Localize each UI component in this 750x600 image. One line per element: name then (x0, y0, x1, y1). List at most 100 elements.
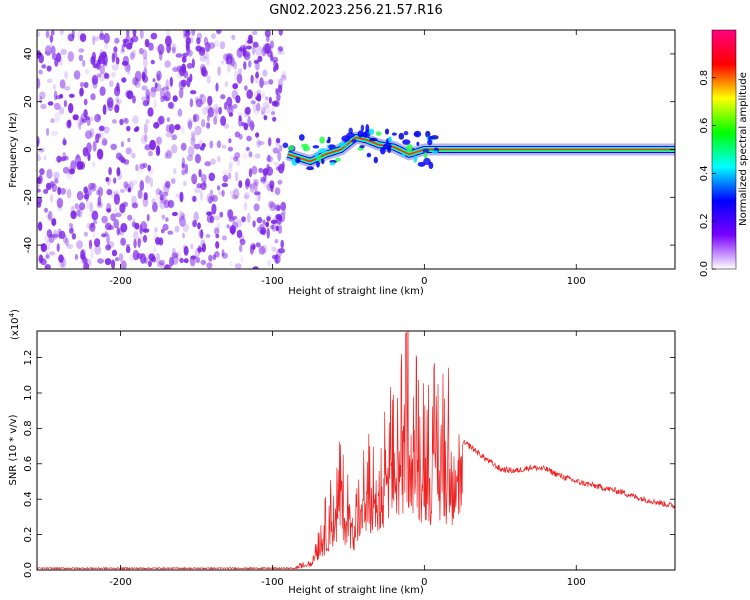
ridge-blob (423, 152, 428, 159)
ridge-blob (422, 148, 430, 154)
noise-blob (79, 33, 87, 42)
noise-blob (252, 45, 256, 56)
noise-blob (278, 248, 285, 254)
noise-blob (207, 107, 214, 118)
noise-blob (103, 43, 109, 50)
spectrogram-x-axis: -200 -100 0 100 (109, 30, 586, 287)
noise-blob (194, 186, 201, 194)
noise-blob (81, 118, 88, 123)
noise-blob (125, 246, 131, 254)
noise-blob (216, 30, 221, 34)
noise-blob (235, 95, 241, 104)
noise-blob (111, 259, 116, 269)
noise-blob (86, 118, 91, 126)
noise-blob (278, 46, 284, 52)
noise-blob (215, 241, 220, 249)
noise-blob (44, 235, 50, 243)
noise-blob (254, 153, 261, 159)
noise-blob (190, 131, 196, 137)
noise-blob (49, 34, 54, 43)
noise-blob (228, 138, 232, 144)
noise-blob (223, 123, 230, 129)
noise-blob (76, 118, 82, 128)
noise-blob (144, 133, 148, 142)
noise-blob (182, 232, 185, 239)
noise-blob (96, 59, 101, 70)
noise-blob (191, 30, 196, 36)
y-tick-label: 0.8 (23, 420, 34, 436)
noise-blob (40, 243, 47, 253)
noise-blob (169, 76, 173, 87)
noise-blob (146, 91, 152, 97)
noise-blob (216, 185, 221, 191)
noise-blob (127, 137, 131, 143)
noise-blob (182, 52, 188, 58)
noise-blob (257, 55, 263, 63)
noise-blob (238, 133, 243, 140)
noise-blob (271, 254, 278, 260)
noise-blob (99, 33, 105, 41)
noise-blob (247, 212, 251, 223)
noise-blob (158, 197, 163, 205)
ridge-blob (365, 124, 370, 133)
noise-blob (182, 180, 187, 187)
noise-blob (45, 30, 50, 39)
ridge-blob (288, 145, 295, 151)
noise-blob (172, 95, 178, 102)
noise-blob (198, 47, 206, 56)
noise-blob (260, 111, 265, 116)
noise-blob (44, 51, 51, 55)
noise-blob (249, 183, 255, 193)
noise-blob (115, 152, 123, 160)
noise-blob (178, 87, 184, 99)
noise-blob (186, 118, 193, 127)
noise-blob (38, 147, 45, 153)
noise-blob (221, 144, 227, 149)
noise-blob (246, 45, 252, 50)
noise-blob (185, 36, 191, 45)
x-tick-label: 0 (421, 577, 427, 588)
noise-blob (132, 250, 140, 261)
noise-blob (214, 227, 220, 236)
noise-blob (120, 49, 126, 54)
noise-blob (215, 30, 222, 35)
noise-blob (239, 238, 246, 246)
noise-blob (94, 36, 100, 42)
noise-blob (177, 108, 183, 117)
noise-blob (225, 52, 233, 60)
noise-blob (239, 244, 243, 253)
noise-blob (262, 69, 268, 77)
ridge-blob (319, 136, 325, 144)
noise-blob (199, 190, 203, 201)
noise-blob (89, 222, 96, 232)
noise-blob (104, 258, 112, 266)
noise-blob (127, 214, 133, 221)
noise-blob (171, 252, 179, 259)
noise-blob (44, 261, 49, 269)
noise-blob (114, 257, 120, 262)
noise-blob (49, 251, 56, 256)
noise-blob (183, 258, 189, 264)
noise-blob (56, 243, 60, 252)
noise-blob (120, 222, 128, 233)
noise-blob (185, 30, 190, 34)
noise-blob (160, 195, 167, 205)
noise-blob (164, 152, 169, 159)
noise-blob (53, 102, 61, 110)
noise-blob (56, 197, 64, 208)
noise-blob (165, 85, 171, 96)
noise-blob (214, 251, 220, 258)
noise-blob (252, 266, 259, 269)
noise-blob (207, 95, 213, 106)
noise-blob (215, 234, 220, 239)
noise-blob (249, 120, 255, 132)
noise-blob (267, 154, 271, 162)
noise-blob (274, 161, 279, 167)
noise-blob (170, 43, 177, 52)
noise-blob (160, 95, 165, 103)
noise-blob (122, 55, 129, 66)
noise-blob (196, 37, 201, 45)
noise-blob (159, 194, 164, 201)
